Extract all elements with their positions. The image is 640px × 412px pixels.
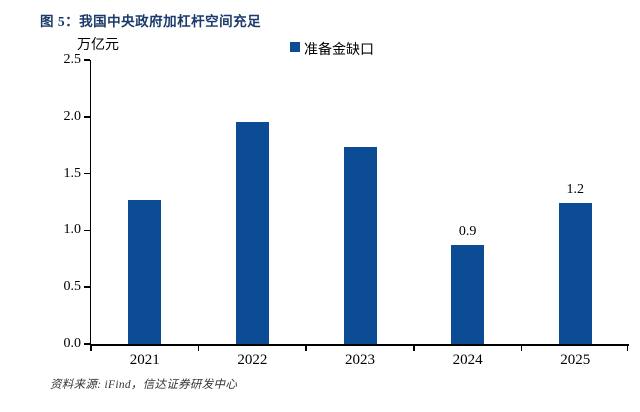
y-axis-tick-label: 1.5 bbox=[63, 165, 82, 181]
y-axis-tick bbox=[83, 229, 90, 232]
x-axis-tick bbox=[197, 346, 200, 351]
bar bbox=[558, 203, 592, 344]
legend: 准备金缺口 bbox=[290, 39, 374, 59]
y-axis-tick bbox=[83, 286, 90, 288]
bar bbox=[451, 245, 485, 344]
bar-value-label: 0.9 bbox=[458, 224, 477, 240]
y-axis-tick bbox=[83, 172, 90, 175]
bar bbox=[343, 147, 377, 344]
bar bbox=[235, 122, 269, 344]
bar bbox=[128, 199, 162, 344]
y-axis-tick-label: 0.5 bbox=[63, 279, 82, 295]
x-axis-tick-label: 2022 bbox=[237, 352, 268, 368]
figure-title: 图 5：我国中央政府加杠杆空间充足 bbox=[40, 14, 262, 29]
x-axis-tick bbox=[305, 346, 307, 351]
bar-value-label: 1.2 bbox=[566, 182, 584, 198]
x-axis-tick bbox=[626, 346, 629, 351]
y-axis-tick bbox=[83, 59, 90, 61]
y-axis-tick bbox=[83, 343, 90, 345]
y-axis-tick-label: 0.0 bbox=[63, 336, 82, 351]
x-axis-tick-label: 2021 bbox=[129, 352, 160, 368]
x-axis-tick bbox=[90, 346, 92, 351]
x-axis-tick bbox=[413, 346, 415, 351]
legend-swatch-icon bbox=[290, 42, 300, 52]
y-axis-tick-label: 2.0 bbox=[63, 108, 82, 124]
x-axis-tick bbox=[520, 346, 523, 351]
x-axis-tick-label: 2024 bbox=[452, 352, 483, 368]
source-note: 资料来源: iFind，信达证券研发中心 bbox=[50, 379, 238, 391]
legend-label: 准备金缺口 bbox=[304, 43, 374, 58]
x-axis-tick-label: 2025 bbox=[560, 352, 591, 368]
plot-area: 0.0 0.5 1.0 1.5 2.0 2.5 2021 2022 2023 0.9 2024 1.2… bbox=[64, 52, 629, 368]
x-axis-tick-label: 2023 bbox=[344, 352, 375, 368]
y-axis-tick-label: 2.5 bbox=[63, 52, 82, 67]
y-axis-tick bbox=[83, 116, 90, 118]
y-axis-unit-label: 万亿元 bbox=[77, 38, 119, 53]
y-axis-tick-label: 1.0 bbox=[63, 222, 82, 238]
